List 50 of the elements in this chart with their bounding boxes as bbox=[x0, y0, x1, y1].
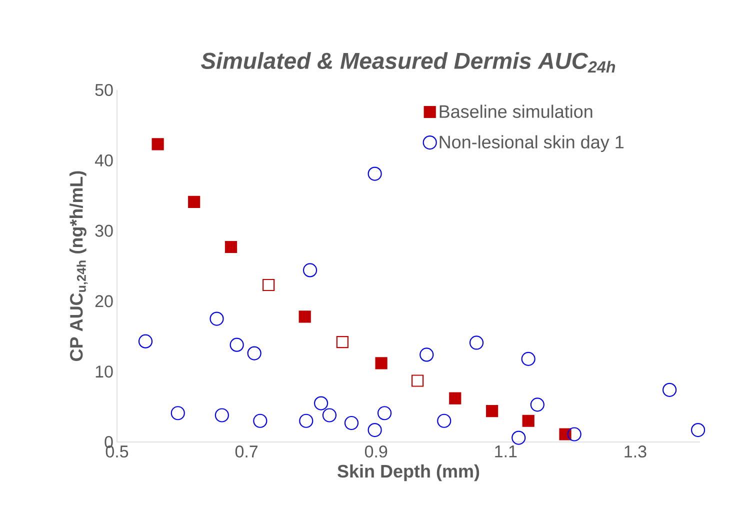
point bbox=[299, 414, 314, 428]
point bbox=[412, 374, 424, 387]
point bbox=[437, 414, 452, 428]
point bbox=[210, 312, 224, 326]
x-axis-title: Skin Depth (mm) bbox=[338, 464, 480, 482]
point bbox=[521, 352, 536, 366]
point bbox=[230, 338, 244, 352]
point bbox=[469, 336, 484, 350]
point bbox=[375, 357, 388, 370]
point bbox=[662, 382, 677, 397]
legend-label: Baseline simulation bbox=[440, 104, 592, 118]
y-tick-label: 10 bbox=[96, 366, 113, 378]
point bbox=[368, 422, 382, 438]
chart-title: Simulated & Measured Dermis AUC$_{24h}$ bbox=[201, 52, 616, 72]
y-tick-label: 20 bbox=[95, 295, 113, 308]
x-tick-label: 0.7 bbox=[235, 446, 258, 458]
x-tick-label: 1.1 bbox=[495, 446, 517, 458]
y-tick-label: 40 bbox=[94, 154, 113, 166]
point bbox=[691, 422, 706, 438]
point bbox=[214, 408, 229, 422]
point bbox=[262, 278, 275, 292]
y-tick-label: 30 bbox=[95, 224, 113, 237]
point bbox=[512, 430, 526, 445]
point bbox=[253, 414, 268, 428]
point bbox=[486, 404, 498, 418]
y-tick-label: 50 bbox=[95, 84, 113, 96]
legend-label: Non-lesional skin day 1 bbox=[440, 135, 624, 152]
point bbox=[188, 196, 200, 208]
point bbox=[336, 336, 348, 348]
point bbox=[522, 414, 534, 427]
point bbox=[170, 406, 185, 420]
point bbox=[449, 392, 462, 404]
point bbox=[322, 408, 337, 422]
point bbox=[298, 310, 311, 323]
x-tick-label: 0.5 bbox=[106, 446, 128, 458]
point bbox=[377, 406, 392, 420]
point bbox=[224, 240, 238, 254]
x-tick-label: 0.9 bbox=[364, 446, 388, 458]
point bbox=[314, 396, 328, 410]
point bbox=[302, 263, 318, 278]
point bbox=[138, 334, 153, 348]
point bbox=[344, 416, 359, 430]
point bbox=[247, 346, 262, 360]
point bbox=[420, 348, 434, 362]
x-tick-label: 1.3 bbox=[624, 446, 646, 458]
point bbox=[530, 398, 544, 412]
point bbox=[368, 166, 382, 181]
y-axis-title: CP AUC$_{u,24h}$ (ng*h/mL) bbox=[70, 171, 88, 361]
point bbox=[567, 427, 582, 442]
point bbox=[152, 138, 164, 150]
